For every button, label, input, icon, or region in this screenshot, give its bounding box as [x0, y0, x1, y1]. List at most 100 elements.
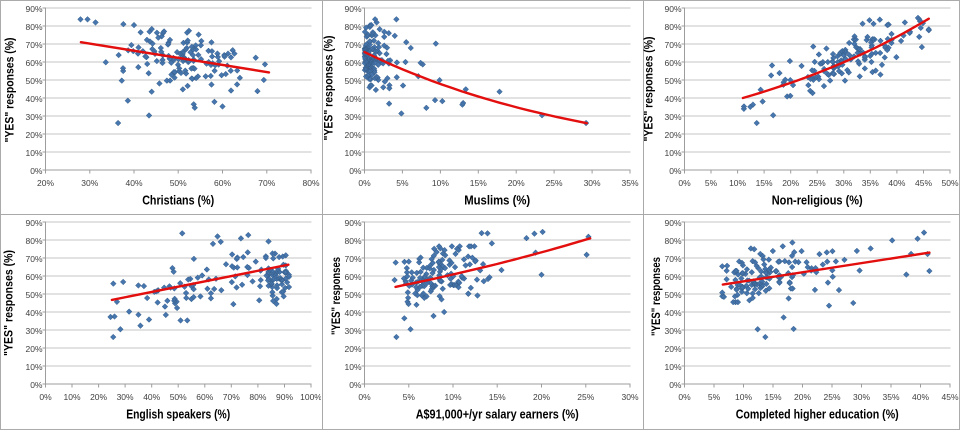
svg-text:English speakers (%): English speakers (%)	[126, 406, 230, 421]
svg-text:5%: 5%	[705, 178, 718, 188]
svg-text:0%: 0%	[358, 178, 371, 188]
svg-text:"YES" responses: "YES" responses	[329, 256, 343, 334]
svg-text:0%: 0%	[678, 178, 691, 188]
svg-text:50%: 50%	[664, 76, 681, 86]
svg-text:25%: 25%	[809, 178, 826, 188]
svg-text:20%: 20%	[344, 130, 361, 140]
svg-text:30%: 30%	[664, 326, 681, 336]
svg-text:20%: 20%	[25, 130, 42, 140]
svg-text:70%: 70%	[258, 178, 275, 188]
svg-text:15%: 15%	[764, 392, 781, 402]
svg-text:60%: 60%	[213, 178, 230, 188]
svg-text:0%: 0%	[669, 166, 682, 176]
svg-text:0%: 0%	[669, 380, 682, 390]
svg-text:70%: 70%	[25, 254, 42, 264]
svg-text:10%: 10%	[344, 362, 361, 372]
svg-text:100%: 100%	[300, 392, 321, 402]
svg-text:Non-religious (%): Non-religious (%)	[772, 192, 863, 207]
svg-text:"YES" responses (%): "YES" responses (%)	[642, 36, 656, 141]
svg-text:90%: 90%	[25, 218, 42, 228]
svg-text:30%: 30%	[835, 178, 852, 188]
svg-text:35%: 35%	[862, 178, 879, 188]
svg-text:35%: 35%	[882, 392, 899, 402]
svg-text:0%: 0%	[678, 392, 691, 402]
svg-text:60%: 60%	[664, 272, 681, 282]
svg-text:50%: 50%	[25, 76, 42, 86]
svg-text:60%: 60%	[664, 58, 681, 68]
svg-text:0%: 0%	[30, 380, 43, 390]
svg-text:20%: 20%	[36, 178, 53, 188]
svg-text:10%: 10%	[25, 148, 42, 158]
svg-text:60%: 60%	[25, 58, 42, 68]
svg-text:45%: 45%	[941, 392, 958, 402]
svg-text:60%: 60%	[196, 392, 213, 402]
svg-text:40%: 40%	[143, 392, 160, 402]
svg-text:50%: 50%	[169, 392, 186, 402]
svg-text:70%: 70%	[344, 254, 361, 264]
svg-text:10%: 10%	[729, 178, 746, 188]
svg-text:"YES" responses (%): "YES" responses (%)	[2, 37, 16, 142]
svg-text:80%: 80%	[664, 236, 681, 246]
svg-text:"YES" responses: "YES" responses	[649, 256, 663, 335]
svg-text:40%: 40%	[344, 308, 361, 318]
svg-text:Completed higher education (%): Completed higher education (%)	[736, 406, 899, 421]
svg-text:90%: 90%	[275, 392, 292, 402]
svg-text:0%: 0%	[39, 392, 52, 402]
svg-text:Muslims (%): Muslims (%)	[464, 192, 530, 207]
svg-text:50%: 50%	[25, 290, 42, 300]
svg-text:80%: 80%	[344, 22, 361, 32]
svg-text:90%: 90%	[344, 4, 361, 14]
svg-text:90%: 90%	[664, 218, 681, 228]
svg-text:40%: 40%	[664, 94, 681, 104]
svg-text:10%: 10%	[25, 362, 42, 372]
svg-text:30%: 30%	[853, 392, 870, 402]
svg-text:25%: 25%	[546, 178, 563, 188]
svg-text:70%: 70%	[664, 40, 681, 50]
svg-text:60%: 60%	[344, 272, 361, 282]
svg-text:30%: 30%	[81, 178, 98, 188]
svg-text:40%: 40%	[888, 178, 905, 188]
svg-text:80%: 80%	[25, 236, 42, 246]
svg-text:Christians (%): Christians (%)	[142, 192, 214, 207]
svg-text:45%: 45%	[915, 178, 932, 188]
svg-text:50%: 50%	[169, 178, 186, 188]
svg-text:90%: 90%	[25, 4, 42, 14]
svg-text:0%: 0%	[30, 166, 43, 176]
svg-text:"YES" responses (%): "YES" responses (%)	[1, 249, 15, 355]
svg-text:40%: 40%	[25, 94, 42, 104]
svg-text:0%: 0%	[358, 392, 371, 402]
svg-text:20%: 20%	[664, 344, 681, 354]
svg-text:30%: 30%	[664, 112, 681, 122]
svg-text:20%: 20%	[794, 392, 811, 402]
svg-text:80%: 80%	[302, 178, 319, 188]
svg-text:10%: 10%	[444, 392, 461, 402]
svg-text:0%: 0%	[349, 166, 362, 176]
svg-text:10%: 10%	[735, 392, 752, 402]
svg-text:20%: 20%	[782, 178, 799, 188]
svg-text:80%: 80%	[249, 392, 266, 402]
svg-text:20%: 20%	[508, 178, 525, 188]
svg-text:70%: 70%	[25, 40, 42, 50]
svg-text:15%: 15%	[489, 392, 506, 402]
svg-text:80%: 80%	[25, 22, 42, 32]
svg-text:50%: 50%	[344, 290, 361, 300]
svg-text:50%: 50%	[941, 178, 958, 188]
svg-text:70%: 70%	[222, 392, 239, 402]
svg-text:30%: 30%	[621, 392, 638, 402]
svg-text:15%: 15%	[756, 178, 773, 188]
svg-text:20%: 20%	[664, 130, 681, 140]
svg-text:40%: 40%	[912, 392, 929, 402]
svg-text:60%: 60%	[344, 58, 361, 68]
svg-text:25%: 25%	[823, 392, 840, 402]
svg-text:90%: 90%	[664, 4, 681, 14]
svg-text:25%: 25%	[577, 392, 594, 402]
svg-text:50%: 50%	[344, 76, 361, 86]
svg-text:40%: 40%	[344, 94, 361, 104]
svg-text:40%: 40%	[664, 308, 681, 318]
svg-text:90%: 90%	[344, 218, 361, 228]
svg-text:70%: 70%	[664, 254, 681, 264]
svg-text:30%: 30%	[25, 112, 42, 122]
svg-text:60%: 60%	[25, 272, 42, 282]
svg-text:10%: 10%	[432, 178, 449, 188]
svg-text:50%: 50%	[664, 290, 681, 300]
